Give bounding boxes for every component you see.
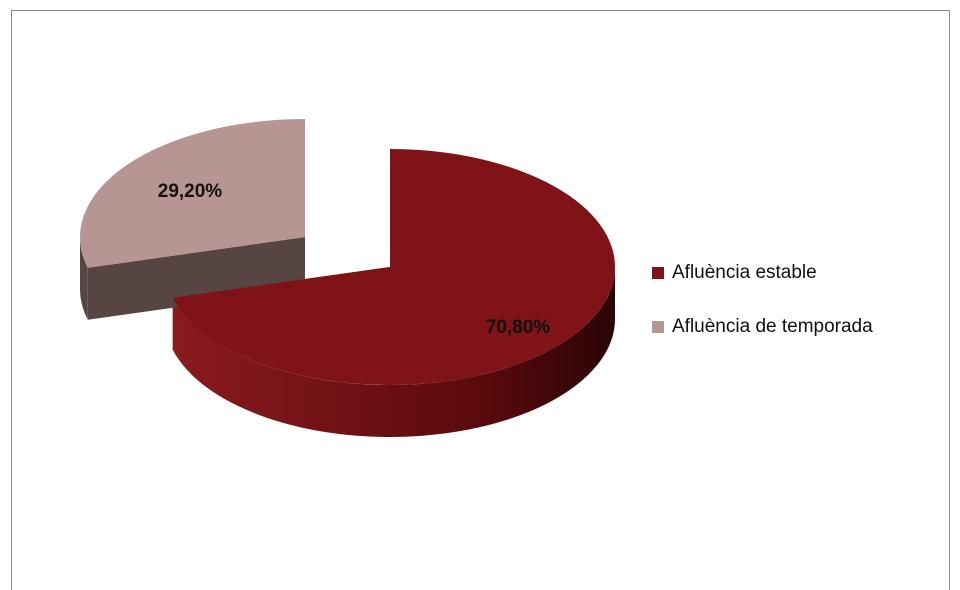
pie-slice-1[interactable] [79, 119, 306, 268]
legend-swatch [652, 321, 664, 333]
legend-swatch [652, 267, 664, 279]
legend-label: Afluència estable [672, 262, 817, 283]
pie-slices [79, 119, 616, 437]
legend-label: Afluència de temporada [672, 316, 873, 337]
slice-wall-1-0 [87, 237, 306, 320]
data-label-1: 29,20% [158, 181, 223, 202]
legend-item-0[interactable]: Afluència estable [652, 258, 873, 288]
data-label-0: 70,80% [486, 317, 551, 338]
legend: Afluència estable Afluència de temporada [652, 258, 873, 366]
slice-rim-1 [80, 237, 88, 320]
legend-item-1[interactable]: Afluència de temporada [652, 312, 873, 342]
slice-rim-0 [172, 267, 616, 437]
data-labels: 70,80% 29,20% [158, 181, 551, 338]
pie-slice-0[interactable] [172, 149, 616, 385]
